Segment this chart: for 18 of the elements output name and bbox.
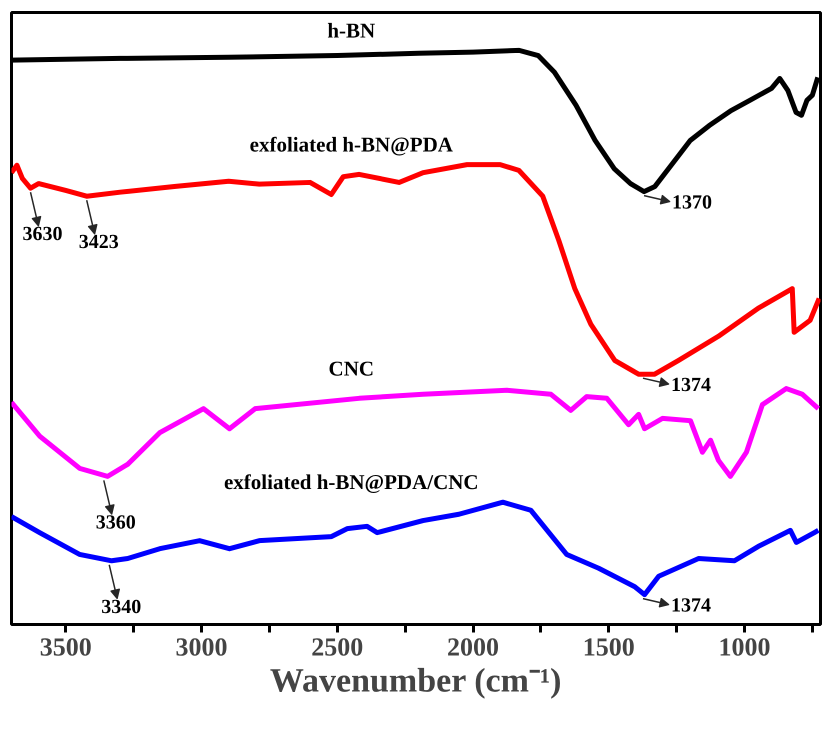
x-tick-label: 2000 [447, 632, 500, 662]
annotation: 1374 [670, 374, 711, 396]
annotation: 3423 [78, 231, 119, 254]
x-axis-title: Wavenumber (cm⁻¹) [270, 662, 562, 700]
annotation: 1370 [672, 192, 712, 214]
x-tick-label: 1000 [718, 632, 770, 662]
x-tick-label: 3000 [176, 632, 228, 662]
series-label: CNC [328, 356, 374, 381]
series-label: h-BN [327, 18, 376, 42]
annotation: 3360 [96, 511, 136, 534]
x-tick-label: 2500 [311, 632, 364, 662]
series-label: exfoliated h-BN@PDA [250, 132, 454, 157]
annotation: 3630 [22, 223, 63, 246]
x-tick-label: 3500 [40, 632, 92, 662]
x-tick-label: 1500 [582, 632, 635, 662]
annotation: 3340 [101, 596, 142, 618]
series-label: exfoliated h-BN@PDA/CNC [224, 470, 479, 494]
annotation: 1374 [670, 594, 711, 617]
